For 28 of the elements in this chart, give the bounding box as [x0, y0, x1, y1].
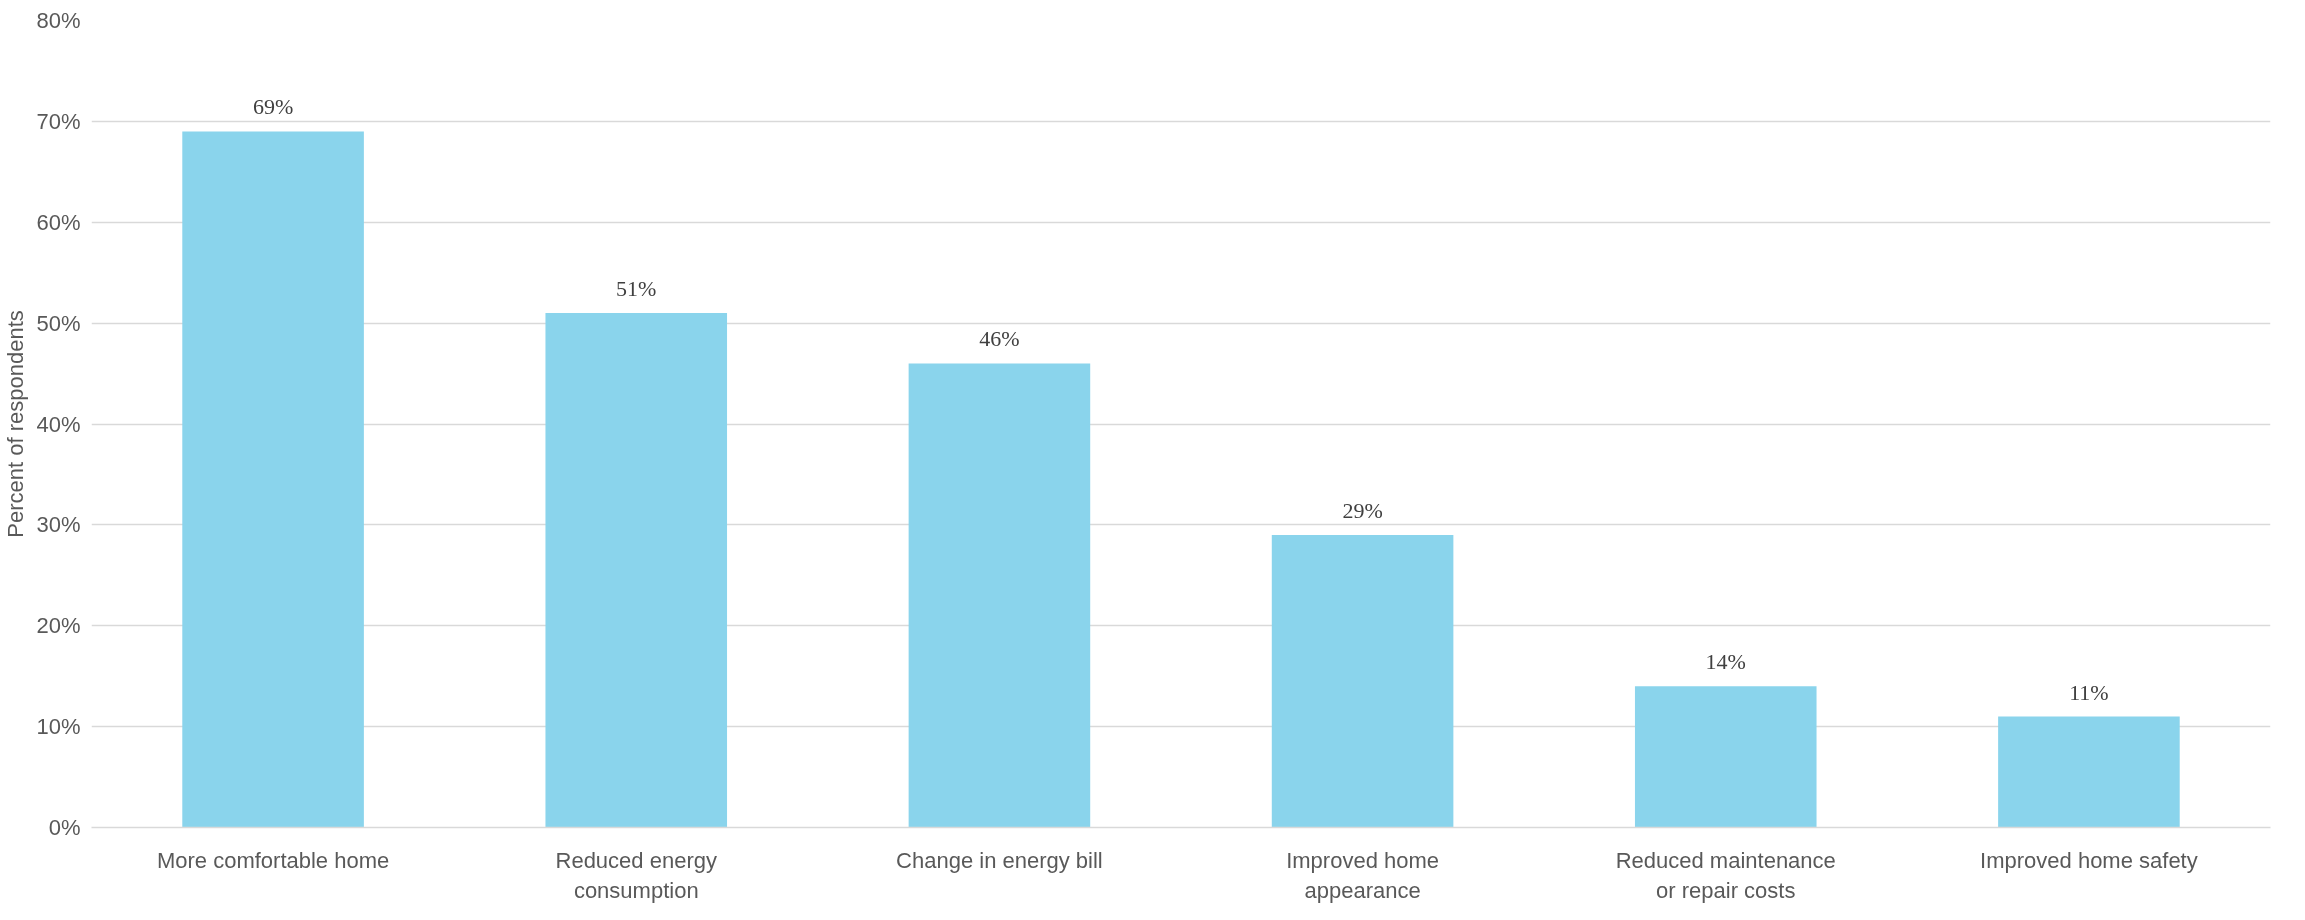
y-tick-label: 20% — [36, 613, 81, 639]
x-tick-label: Reduced maintenance or repair costs — [1615, 847, 1836, 903]
data-label: 14% — [1705, 649, 1746, 675]
data-label: 69% — [252, 94, 294, 120]
data-label: 46% — [979, 326, 1020, 352]
y-tick-label: 40% — [36, 411, 81, 437]
y-tick-label: 70% — [36, 108, 81, 134]
data-label: 29% — [1342, 497, 1383, 523]
y-tick-label: 10% — [36, 714, 81, 740]
bar — [545, 313, 728, 828]
y-tick-label: 80% — [36, 8, 81, 33]
data-label: 51% — [616, 276, 657, 302]
bar — [1998, 716, 2180, 828]
y-tick-label: 30% — [36, 512, 81, 538]
y-tick-label: 50% — [36, 310, 81, 336]
bar — [182, 131, 364, 828]
x-tick-label: Reduced energy consumption — [555, 847, 717, 903]
x-tick-label: Change in energy bill — [896, 847, 1103, 873]
data-label: 11% — [2069, 679, 2109, 705]
y-axis-title: Percent of respondents — [3, 310, 29, 538]
bar — [1634, 686, 1817, 828]
bar — [1271, 534, 1454, 828]
y-tick-label: 0% — [48, 815, 81, 840]
x-tick-label: More comfortable home — [156, 847, 390, 873]
x-tick-label: Improved home appearance — [1286, 847, 1440, 903]
y-tick-label: 60% — [36, 209, 81, 235]
bar — [908, 363, 1091, 828]
x-tick-label: Improved home safety — [1980, 847, 2198, 873]
